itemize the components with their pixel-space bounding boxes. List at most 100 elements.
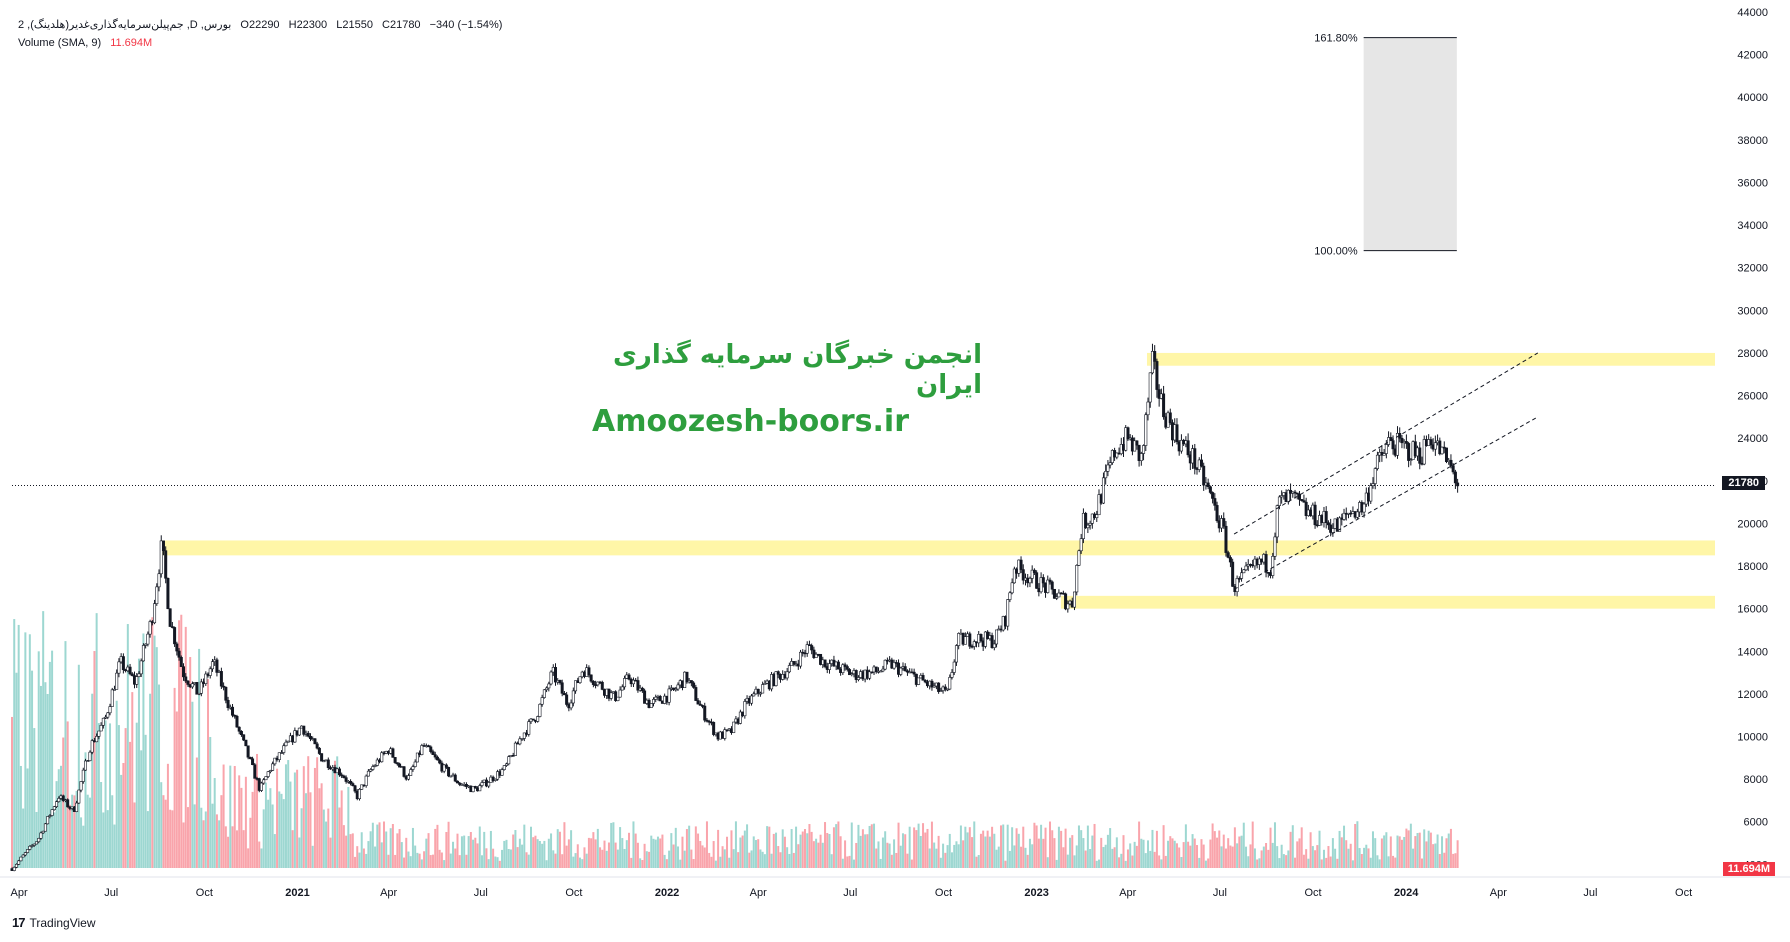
- candle-body: [950, 672, 954, 678]
- volume-bar: [1198, 857, 1201, 868]
- volume-bar: [656, 836, 659, 868]
- volume-bar: [229, 765, 232, 868]
- candle-body: [268, 770, 272, 773]
- candle-body: [912, 671, 916, 675]
- candle-body: [545, 687, 549, 691]
- volume-bar: [420, 859, 423, 868]
- volume-bar: [1124, 860, 1127, 868]
- volume-bar: [1436, 834, 1439, 868]
- volume-bar: [861, 829, 864, 868]
- candle-body: [415, 752, 419, 763]
- volume-bar: [1064, 828, 1067, 868]
- candle-body: [698, 703, 702, 706]
- tradingview-logo[interactable]: 17 TradingView: [12, 915, 96, 930]
- volume-bar: [801, 831, 804, 868]
- volume-bar: [62, 737, 65, 868]
- volume-bar: [1122, 835, 1125, 868]
- candle-body: [231, 706, 235, 716]
- volume-bar: [269, 788, 272, 868]
- volume-bar: [518, 838, 521, 868]
- volume-bar: [1351, 860, 1354, 868]
- legend-symbol[interactable]: 2 ,(هلدینگ)جم‌پیلن‌سرمایه‌گذاری‌غدیر ,D …: [18, 19, 232, 31]
- volume-bar: [1327, 846, 1330, 868]
- candle-body: [170, 626, 174, 628]
- volume-bar: [505, 839, 508, 868]
- volume-bar: [71, 794, 74, 868]
- volume-bar: [590, 838, 593, 868]
- volume-bar: [282, 799, 285, 868]
- x-tick-label: Oct: [935, 887, 952, 899]
- volume-bar: [982, 830, 985, 868]
- candle-body: [807, 644, 811, 646]
- candle-body: [32, 843, 36, 846]
- candle-body: [620, 686, 624, 691]
- candle-body: [1304, 501, 1308, 516]
- volume-bar: [1385, 832, 1388, 868]
- volume-bar: [1233, 827, 1236, 868]
- x-tick-label: 2021: [285, 887, 309, 899]
- candle-body: [1331, 528, 1335, 533]
- candle-body: [26, 849, 30, 853]
- time-axis[interactable]: Apr Jul Oct 2021 Apr Jul Oct 2022 Apr Jul Oct 2023 A…: [0, 876, 1790, 899]
- volume-bar: [879, 858, 882, 868]
- candle-body: [1273, 536, 1277, 557]
- candle-body: [1012, 568, 1016, 584]
- volume-bar: [893, 839, 896, 868]
- candle-body: [1035, 572, 1039, 589]
- candle-body: [703, 705, 707, 721]
- candle-body: [1342, 512, 1346, 520]
- candle-body: [827, 663, 831, 670]
- candle-body: [758, 692, 762, 695]
- volume-bar: [347, 786, 350, 868]
- volume-bar: [1222, 834, 1225, 868]
- candle-body: [636, 680, 640, 691]
- candle-body: [141, 645, 145, 662]
- volume-bar: [1073, 855, 1076, 868]
- volume-bar: [619, 827, 622, 868]
- volume-bar: [260, 848, 263, 868]
- volume-bar: [743, 830, 746, 868]
- volume-bar: [342, 825, 345, 868]
- volume-bar: [472, 839, 475, 868]
- volume-bar: [124, 728, 127, 868]
- candle-body: [1073, 591, 1077, 608]
- candle-body: [326, 759, 330, 768]
- price-axis[interactable]: 44000 42000 40000 38000 36000 34000 32000 30000…: [1737, 7, 1768, 871]
- candle-body: [197, 692, 201, 695]
- volume-bar: [917, 823, 920, 868]
- candle-body: [447, 767, 451, 777]
- volume-bar: [523, 824, 526, 868]
- volume-bar: [102, 812, 105, 868]
- volume-bar: [1429, 832, 1432, 868]
- volume-bar: [839, 836, 842, 868]
- volume-bar: [146, 811, 149, 868]
- volume-bar: [1178, 847, 1181, 868]
- volume-bar: [1040, 824, 1043, 868]
- volume-bar: [55, 781, 58, 868]
- candle-body: [349, 780, 353, 784]
- volume-bar: [155, 647, 158, 868]
- volume-bar: [514, 830, 517, 868]
- volume-bar: [1369, 857, 1372, 868]
- volume-bar: [93, 651, 96, 868]
- candle-body: [1086, 524, 1090, 529]
- volume-bar: [1153, 851, 1156, 868]
- volume-bar: [280, 793, 283, 868]
- candle-body: [164, 550, 168, 579]
- volume-bar: [75, 790, 78, 868]
- volume-bar: [752, 836, 755, 868]
- candle-body: [84, 760, 88, 771]
- volume-bar: [1329, 856, 1332, 868]
- y-tick-label: 20000: [1737, 518, 1768, 530]
- volume-bar: [1024, 847, 1027, 868]
- volume-bar: [1149, 850, 1152, 868]
- candle-body: [302, 725, 306, 735]
- volume-bar: [367, 841, 370, 868]
- volume-bar: [356, 846, 359, 868]
- candle-body: [168, 608, 172, 627]
- volume-bar: [1086, 825, 1089, 868]
- candle-body: [569, 702, 573, 709]
- legend-volume-label[interactable]: Volume (SMA, 9): [18, 37, 102, 49]
- candle-body: [785, 671, 789, 679]
